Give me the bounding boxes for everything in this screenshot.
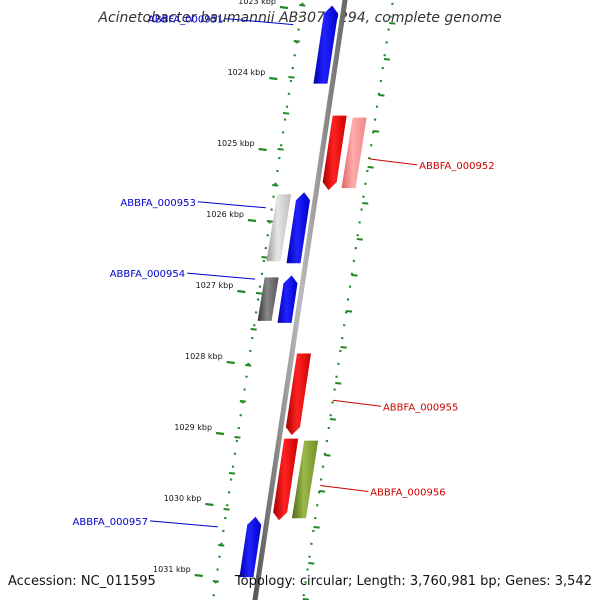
map-title: Acinetobacter baumannii AB307-0294, comp… (98, 10, 502, 26)
guide-tick (383, 58, 390, 61)
gene-companion-bar[interactable] (291, 440, 319, 519)
genome-summary: Topology: circular; Length: 3,760,981 bp… (234, 574, 592, 589)
guide-tick (272, 184, 279, 187)
kbp-tick-label: 1025 kbp (217, 139, 255, 148)
guide-tick (351, 274, 358, 277)
guide-tick (223, 508, 230, 511)
gene-label-ABBFA_000951[interactable]: ABBFA_000951 (148, 15, 223, 26)
guide-tick (228, 472, 236, 475)
kbp-tick (237, 289, 246, 294)
guide-tick (212, 580, 219, 583)
guide-tick (340, 346, 347, 349)
guide-tick (245, 364, 252, 367)
guide-tick (234, 436, 241, 439)
guide-tick (293, 40, 300, 43)
kbp-tick-label: 1031 kbp (153, 565, 191, 574)
guide-tick (288, 76, 295, 79)
gene-leader-line (197, 201, 266, 209)
gene-companion-bar[interactable] (341, 117, 367, 189)
kbp-tick-label: 1026 kbp (206, 210, 244, 219)
gene-arrow-ABBFA_000954[interactable] (277, 275, 298, 323)
kbp-tick (279, 5, 289, 10)
gene-arrow-ABBFA_000957[interactable] (239, 516, 262, 578)
gene-arrow-ABBFA_000951[interactable] (313, 5, 338, 84)
kbp-tick (194, 573, 203, 578)
guide-tick (345, 310, 353, 313)
dotted-guides (211, 0, 396, 600)
guide-tick (367, 166, 374, 169)
kbp-tick (205, 502, 214, 507)
inner-dotted-guide (211, 0, 305, 600)
gene-label-ABBFA_000954[interactable]: ABBFA_000954 (110, 269, 185, 280)
gene-leader-line (187, 272, 256, 280)
gene-features (239, 5, 367, 578)
kbp-tick-label: 1029 kbp (174, 423, 212, 432)
gene-leader-line (332, 399, 382, 407)
guide-tick (308, 562, 315, 565)
guide-tick (362, 202, 369, 205)
kbp-tick (215, 431, 225, 436)
kbp-tick-label: 1024 kbp (228, 68, 266, 77)
guide-tick (299, 4, 306, 7)
kbp-tick (258, 147, 267, 152)
backbone (252, 0, 348, 600)
gene-arrow-ABBFA_000955[interactable] (285, 353, 311, 436)
kbp-tick (247, 218, 257, 223)
guide-tick (218, 544, 225, 547)
kbp-tick (226, 360, 235, 365)
guide-tick (356, 238, 363, 241)
gene-companion-bar[interactable] (266, 194, 292, 262)
gene-label-ABBFA_000953[interactable]: ABBFA_000953 (120, 198, 195, 209)
guide-tick (329, 418, 336, 421)
accession-text: Accession: NC_011595 (8, 574, 156, 589)
guide-tick (255, 292, 263, 295)
guide-tick (277, 148, 284, 151)
backbone-line (252, 0, 348, 600)
gene-leader-line (149, 520, 219, 528)
gene-arrow-ABBFA_000956[interactable] (273, 438, 299, 521)
gene-leader-line (369, 158, 418, 166)
kbp-tick (269, 76, 278, 81)
guide-tick (313, 526, 320, 529)
guide-tick (266, 220, 273, 223)
kbp-tick-label: 1028 kbp (185, 352, 223, 361)
gene-leader-line (225, 18, 294, 26)
gene-companion-bar[interactable] (257, 277, 279, 321)
guide-tick (250, 328, 257, 331)
guide-tick (324, 454, 331, 457)
guide-tick (318, 490, 326, 493)
kbp-tick-label: 1027 kbp (196, 281, 234, 290)
kbp-tick-label: 1030 kbp (164, 494, 202, 503)
tick-marks: 1023 kbp 1024 kbp 1025 kbp 1026 kbp 1027 kbp… (153, 0, 289, 578)
gene-label-ABBFA_000957[interactable]: ABBFA_000957 (73, 517, 148, 528)
gene-label-ABBFA_000955[interactable]: ABBFA_000955 (383, 402, 458, 413)
gene-label-ABBFA_000956[interactable]: ABBFA_000956 (370, 487, 445, 498)
gene-arrow-ABBFA_000952[interactable] (322, 115, 347, 191)
gene-label-ABBFA_000952[interactable]: ABBFA_000952 (419, 161, 494, 172)
guide-tick (378, 94, 385, 97)
guide-tick (335, 382, 342, 385)
guide-tick (389, 22, 396, 25)
kbp-tick-label: 1023 kbp (238, 0, 276, 6)
outer-dotted-guide (301, 0, 395, 600)
gene-arrow-ABBFA_000953[interactable] (286, 192, 310, 264)
gene-labels: ABBFA_000951 ABBFA_000952 ABBFA_000953 ABBF… (73, 15, 495, 528)
gene-leader-line (320, 484, 369, 492)
guide-tick (261, 256, 268, 259)
guide-tick (372, 130, 380, 133)
guide-tick (239, 400, 246, 403)
guide-tick (282, 112, 290, 115)
